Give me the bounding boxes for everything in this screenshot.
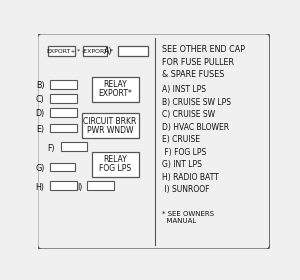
Text: D) HVAC BLOWER: D) HVAC BLOWER <box>162 123 229 132</box>
Text: PWR WNDW: PWR WNDW <box>87 126 134 135</box>
Bar <box>88 181 114 190</box>
Text: CIRCUIT BRKR: CIRCUIT BRKR <box>83 116 137 125</box>
Bar <box>50 164 75 171</box>
Text: SEE OTHER END CAP: SEE OTHER END CAP <box>162 45 245 54</box>
Text: D): D) <box>35 109 44 118</box>
Text: RELAY: RELAY <box>103 155 127 164</box>
Text: -EXPORT: -EXPORT <box>82 48 108 53</box>
Bar <box>82 113 139 138</box>
Text: EXPORT+: EXPORT+ <box>46 48 76 53</box>
Bar <box>92 152 139 177</box>
Text: H): H) <box>35 183 44 192</box>
Text: H) RADIO BATT: H) RADIO BATT <box>162 173 219 182</box>
Text: * SEE OWNERS
  MANUAL: * SEE OWNERS MANUAL <box>162 211 214 225</box>
Bar <box>92 77 139 102</box>
Text: EXPORT*: EXPORT* <box>98 89 132 98</box>
Text: I) SUNROOF: I) SUNROOF <box>162 185 209 194</box>
Text: E) CRUISE: E) CRUISE <box>162 135 200 144</box>
Text: C) CRUISE SW: C) CRUISE SW <box>162 110 215 119</box>
Text: A): A) <box>104 46 113 55</box>
Text: C): C) <box>36 95 44 104</box>
Text: A) INST LPS: A) INST LPS <box>162 85 206 94</box>
Bar <box>50 108 77 116</box>
Text: G) INT LPS: G) INT LPS <box>162 160 202 169</box>
Text: RELAY: RELAY <box>103 80 127 89</box>
Bar <box>50 80 77 88</box>
Bar <box>48 46 75 56</box>
Bar <box>61 143 88 151</box>
Text: F): F) <box>47 144 55 153</box>
Bar <box>83 46 107 56</box>
Text: I): I) <box>77 183 83 192</box>
Text: F) FOG LPS: F) FOG LPS <box>162 148 206 157</box>
Text: E): E) <box>36 125 44 134</box>
Text: B): B) <box>36 81 44 90</box>
FancyBboxPatch shape <box>38 34 270 249</box>
Text: B) CRUISE SW LPS: B) CRUISE SW LPS <box>162 98 231 107</box>
Text: & SPARE FUSES: & SPARE FUSES <box>162 71 224 80</box>
Text: *: * <box>110 48 113 53</box>
Bar <box>50 94 77 102</box>
Bar <box>50 181 77 190</box>
Text: *: * <box>77 48 80 53</box>
Text: G): G) <box>35 164 44 173</box>
Text: FOG LPS: FOG LPS <box>99 164 131 173</box>
Bar <box>118 46 148 56</box>
Bar <box>50 124 77 132</box>
Text: FOR FUSE PULLER: FOR FUSE PULLER <box>162 58 234 67</box>
